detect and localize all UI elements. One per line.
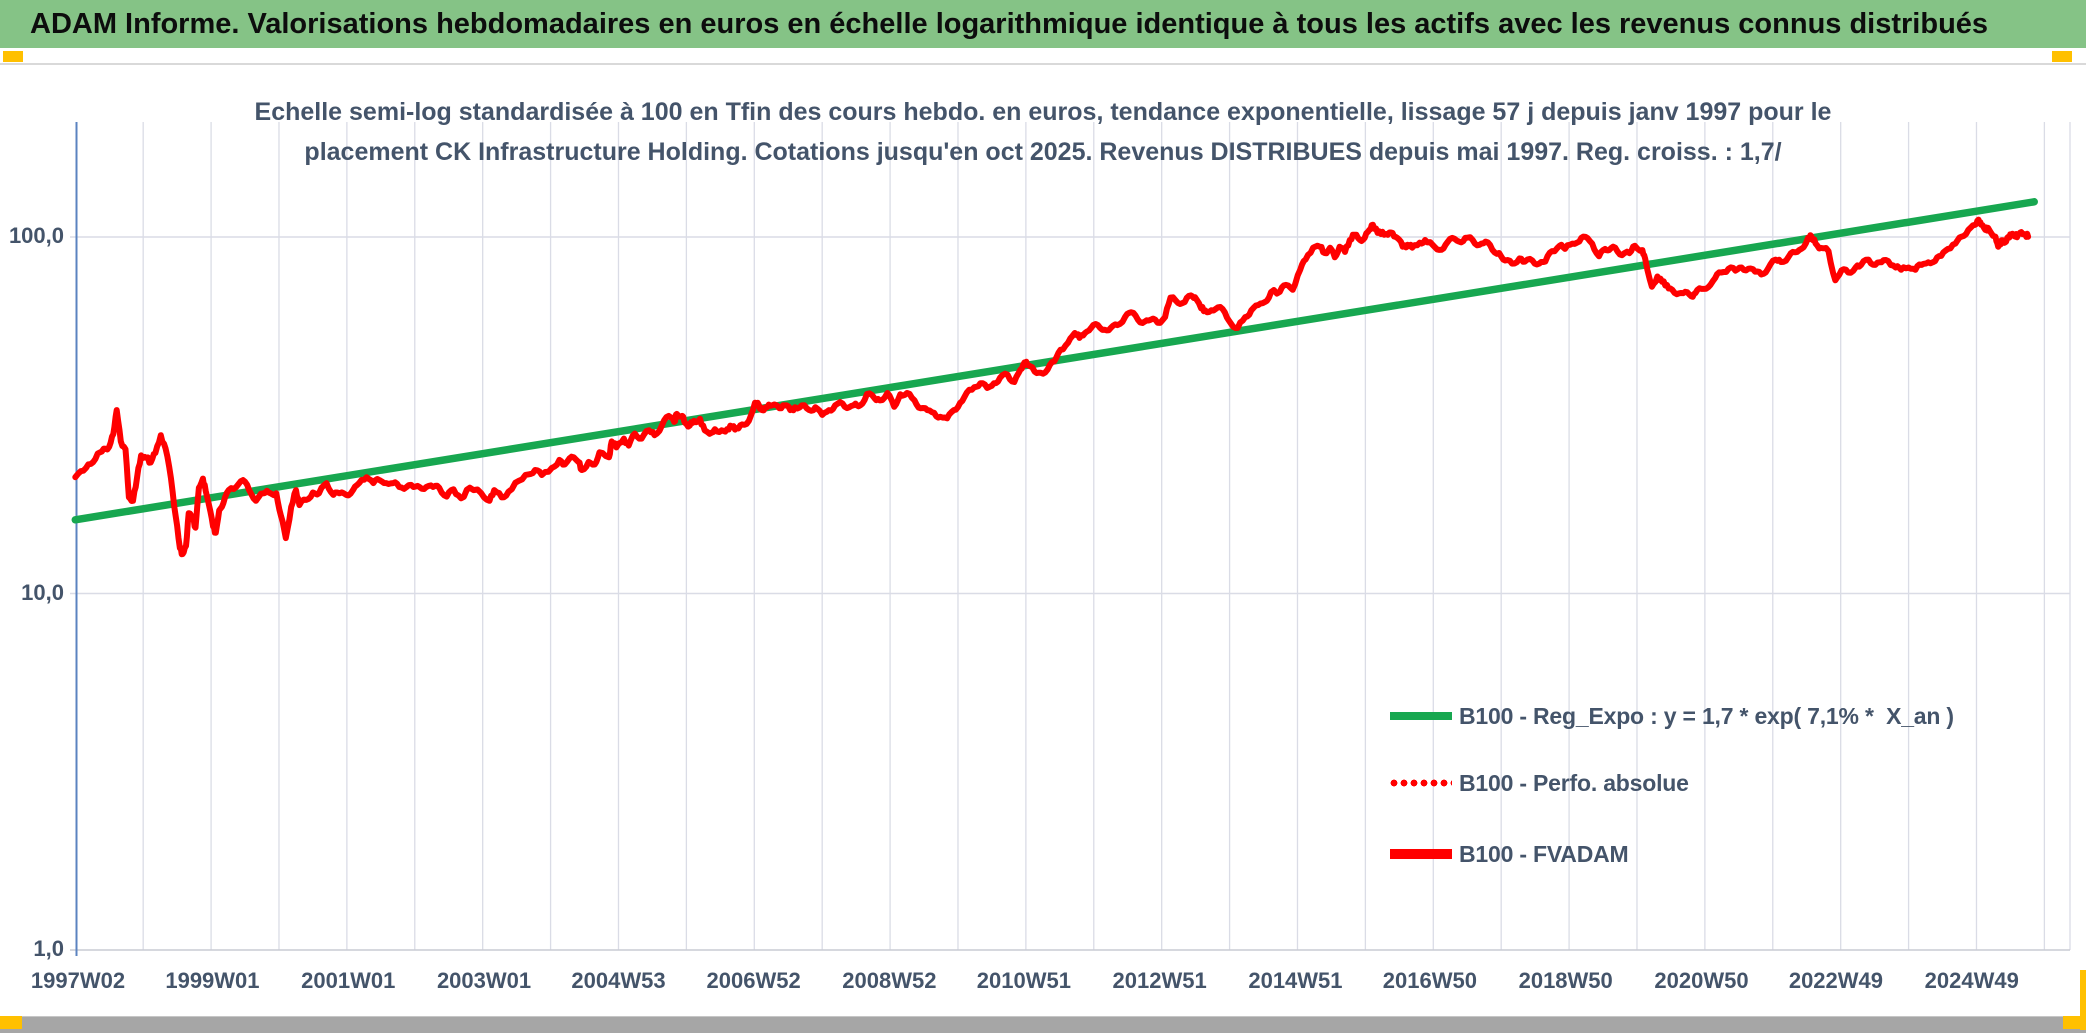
header-divider <box>0 63 2086 65</box>
x-axis-tick-label: 2006W52 <box>706 968 801 993</box>
x-axis-tick-label: 2024W49 <box>1924 968 2019 993</box>
legend-swatch-red-line <box>1390 849 1452 859</box>
chart-title-line2: placement CK Infrastructure Holding. Cot… <box>304 138 1782 166</box>
series-fvadam-line <box>72 216 2032 558</box>
legend-label: B100 - Perfo. absolue <box>1459 769 1689 796</box>
corner-marker-bottom-left <box>0 1016 22 1029</box>
y-axis-tick-label: 10,0 <box>21 579 64 605</box>
x-axis-tick-label: 2022W49 <box>1788 968 1884 993</box>
chart-title: Echelle semi-log standardisée à 100 en T… <box>0 92 2086 172</box>
x-axis-tick-label: 2014W51 <box>1248 968 1343 993</box>
legend-item-perfo-absolue: B100 - Perfo. absolue <box>1390 768 1689 798</box>
x-axis-tick-label: 2008W52 <box>842 968 937 993</box>
legend-label: B100 - Reg_Expo : y = 1,7 * exp( 7,1% * … <box>1459 702 1954 729</box>
x-axis-tick-label: 2018W50 <box>1518 968 1613 993</box>
legend-item-reg-expo: B100 - Reg_Expo : y = 1,7 * exp( 7,1% * … <box>1390 701 1954 731</box>
x-axis-tick-label: 2001W01 <box>301 968 396 993</box>
window-title-bar: ADAM Informe. Valorisations hebdomadaire… <box>0 0 2086 48</box>
x-axis-tick-label: 1999W01 <box>165 968 260 993</box>
bottom-scroll-strip[interactable] <box>0 1017 2086 1033</box>
legend-item-fvadam: B100 - FVADAM <box>1390 839 1629 869</box>
legend-swatch-green-line <box>1390 712 1452 720</box>
corner-marker-top-right <box>2052 51 2072 62</box>
bottom-divider <box>0 1016 2086 1017</box>
x-axis-tick-label: 2004W53 <box>571 968 666 993</box>
y-axis-tick-label: 100,0 <box>8 223 64 248</box>
x-axis-tick-label: 1997W02 <box>30 968 126 993</box>
x-axis-tick-label: 2010W51 <box>976 968 1071 993</box>
y-axis-tick-label: 1,0 <box>33 936 64 961</box>
legend-label: B100 - FVADAM <box>1459 840 1629 867</box>
x-axis-tick-label: 2012W51 <box>1112 968 1207 993</box>
x-axis-tick-label: 2016W50 <box>1382 968 1477 993</box>
chart-title-line1: Echelle semi-log standardisée à 100 en T… <box>254 98 1832 126</box>
x-axis-tick-label: 2020W50 <box>1654 968 1749 993</box>
right-edge-marker <box>2080 970 2086 1030</box>
legend-swatch-red-dotted-line <box>1390 779 1452 787</box>
x-axis-tick-label: 2003W01 <box>436 968 532 993</box>
corner-marker-top-left <box>3 51 23 62</box>
